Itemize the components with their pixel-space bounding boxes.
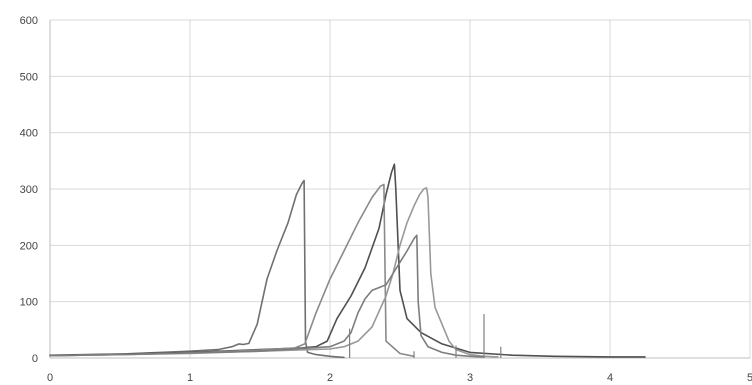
y-tick-label: 400 xyxy=(20,128,38,140)
y-tick-label: 300 xyxy=(20,184,38,196)
x-tick-labels: 0 1 2 3 4 5 xyxy=(47,372,752,384)
x-tick-label: 0 xyxy=(47,372,53,384)
axes xyxy=(49,20,750,359)
x-tick-label: 5 xyxy=(747,372,752,384)
series-line-4 xyxy=(49,187,499,358)
series-layer xyxy=(49,163,646,359)
horizontal-gridlines xyxy=(50,19,750,303)
spike-layer xyxy=(349,314,502,358)
y-tick-label: 0 xyxy=(32,353,38,365)
x-tick-label: 1 xyxy=(187,372,193,384)
y-tick-label: 500 xyxy=(20,71,38,83)
series-line-5 xyxy=(49,234,485,358)
y-tick-label: 200 xyxy=(20,240,38,252)
series-line-1 xyxy=(49,179,345,359)
x-tick-label: 3 xyxy=(467,372,473,384)
x-tick-label: 2 xyxy=(327,372,333,384)
y-tick-label: 600 xyxy=(20,15,38,27)
x-tick-label: 4 xyxy=(607,372,613,384)
y-tick-labels: 0 100 200 300 400 500 600 xyxy=(20,15,38,365)
y-tick-label: 100 xyxy=(20,297,38,309)
